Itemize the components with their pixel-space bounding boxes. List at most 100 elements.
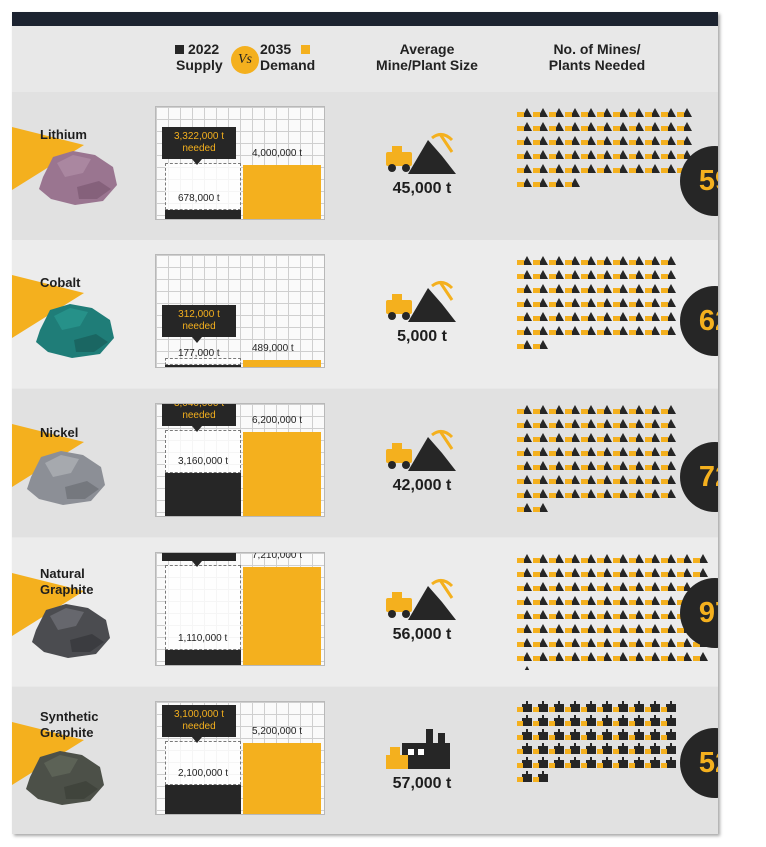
- demand-bar: [243, 164, 321, 219]
- facility-icon: [613, 701, 628, 712]
- facility-icon: [581, 164, 596, 173]
- facility-icon: [549, 729, 564, 740]
- facility-icon: [517, 405, 532, 414]
- facility-icon: [613, 743, 628, 754]
- facility-icon: [597, 715, 612, 726]
- facility-icon: [533, 461, 548, 470]
- facility-icon: [613, 419, 628, 428]
- facility-icon: [533, 757, 548, 768]
- facility-icon: [661, 652, 676, 661]
- mineral-name-line1: Cobalt: [40, 275, 81, 290]
- facility-icon: [517, 284, 532, 293]
- facility-icon: [549, 433, 564, 442]
- facility-icon: [661, 122, 676, 131]
- facility-icon: [597, 624, 612, 633]
- mineral-row: Lithium 3,322,000 t needed 678,000 t 4,0…: [12, 92, 718, 240]
- facility-icon: [645, 475, 660, 484]
- facility-icon: [565, 582, 580, 591]
- facility-icon: [581, 447, 596, 456]
- facility-icon: [645, 405, 660, 414]
- supply-value-label: 1,110,000 t: [178, 632, 228, 644]
- facility-icon: [581, 701, 596, 712]
- facility-icon: [581, 433, 596, 442]
- demand-bar: [243, 360, 321, 367]
- facility-icon: [629, 270, 644, 279]
- needed-amount: 3,100,000 t: [173, 709, 225, 721]
- mineral-name-line1: Nickel: [40, 425, 79, 440]
- facility-icon: [533, 715, 548, 726]
- facility-icon: [645, 489, 660, 498]
- facility-icon: [645, 554, 660, 563]
- facility-icon: [629, 405, 644, 414]
- facility-icon: [677, 568, 692, 577]
- facility-icon: [629, 122, 644, 131]
- facility-icon: [597, 433, 612, 442]
- facility-icon: [645, 312, 660, 321]
- facility-icon: [597, 164, 612, 173]
- mineral-row: Cobalt 312,000 t needed 177,000 t 489,00…: [12, 240, 718, 388]
- facility-icon: [549, 582, 564, 591]
- needed-word: needed: [182, 409, 216, 421]
- facility-icon-grid: [517, 405, 676, 512]
- natural-graphite-rock-icon: [32, 604, 110, 658]
- mineral-row: Natural Graphite 6,100,000 t needed 1,11…: [12, 538, 718, 686]
- facility-icon: [629, 638, 644, 647]
- facility-icon: [613, 136, 628, 145]
- facility-icon: [629, 256, 644, 265]
- facility-icon: [565, 757, 580, 768]
- supply-bar: [165, 649, 241, 665]
- facility-icon-grid: [517, 554, 708, 670]
- facility-icon: [549, 624, 564, 633]
- facility-icon: [629, 596, 644, 605]
- facility-icon: [661, 610, 676, 619]
- average-size-value: 57,000 t: [392, 775, 452, 792]
- facility-icon: [549, 652, 564, 661]
- facility-icon: [565, 284, 580, 293]
- facility-icon: [645, 624, 660, 633]
- facility-icon: [581, 757, 596, 768]
- facility-icon: [533, 108, 548, 117]
- supply-label: Supply: [176, 57, 223, 73]
- facility-icon: [517, 419, 532, 428]
- facility-icon: [565, 624, 580, 633]
- facility-icon: [581, 419, 596, 428]
- facility-icon: [645, 701, 660, 712]
- facility-icon: [597, 256, 612, 265]
- facility-icon: [597, 326, 612, 335]
- facility-icon: [661, 624, 676, 633]
- facility-icon: [565, 554, 580, 563]
- facility-icon: [597, 610, 612, 619]
- facility-icon: [565, 652, 580, 661]
- mines-header-line2: Plants Needed: [548, 57, 646, 73]
- needed-callout: 3,322,000 t needed: [162, 126, 236, 165]
- facility-icon: [581, 729, 596, 740]
- size-header-line1: Average: [399, 41, 455, 57]
- facility-icon: [597, 568, 612, 577]
- facility-icon: [549, 554, 564, 563]
- facility-icon: [581, 284, 596, 293]
- facility-icon: [533, 638, 548, 647]
- facility-icon: [645, 596, 660, 605]
- facility-icon: [549, 489, 564, 498]
- facility-icon: [645, 298, 660, 307]
- facility-icon: [613, 405, 628, 414]
- facility-icon: [565, 461, 580, 470]
- facility-icon: [629, 610, 644, 619]
- facility-icon: [677, 652, 692, 661]
- facility-icon: [693, 554, 708, 563]
- facility-icon: [629, 624, 644, 633]
- facility-icon: [517, 270, 532, 279]
- facility-icon: [597, 108, 612, 117]
- facility-icon: [661, 701, 676, 712]
- needed-amount: 312,000 t: [178, 308, 220, 320]
- mineral-name-line1: Lithium: [40, 127, 87, 142]
- facility-icon: [565, 298, 580, 307]
- facility-icon: [645, 122, 660, 131]
- facility-icon: [581, 405, 596, 414]
- facility-icon: [549, 461, 564, 470]
- facility-icon: [581, 596, 596, 605]
- supply-bar: [165, 209, 241, 219]
- facility-icon: [629, 150, 644, 159]
- facility-icon: [549, 270, 564, 279]
- facility-icon: [533, 150, 548, 159]
